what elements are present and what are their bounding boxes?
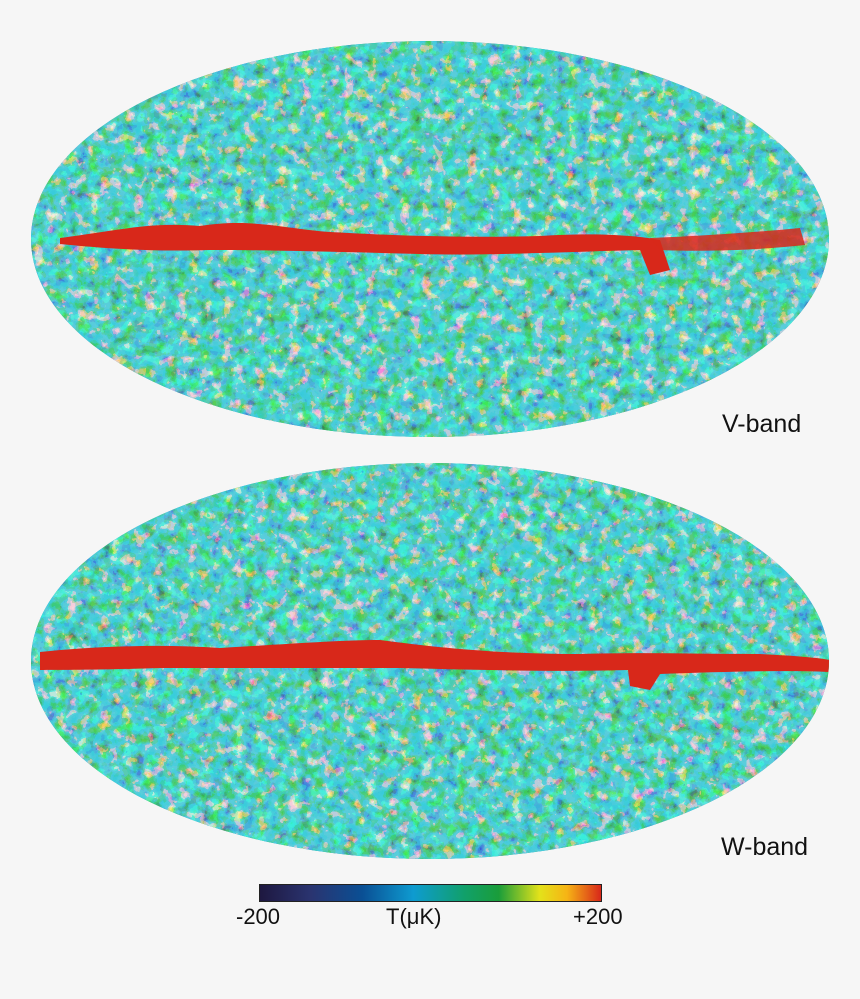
sky-maps bbox=[31, 41, 829, 859]
v-band-label: V-band bbox=[722, 410, 802, 438]
galactic-plane-v bbox=[60, 222, 670, 275]
w-band-label: W-band bbox=[721, 833, 809, 861]
colorbar-min-label: -200 bbox=[236, 904, 281, 929]
colorbar-max-label: +200 bbox=[573, 904, 623, 929]
colorbar-unit-label: T(μK) bbox=[386, 904, 442, 929]
colorbar bbox=[259, 884, 602, 902]
galactic-plane-w bbox=[40, 640, 829, 690]
v-band-map bbox=[31, 41, 829, 437]
w-band-map bbox=[31, 463, 829, 859]
